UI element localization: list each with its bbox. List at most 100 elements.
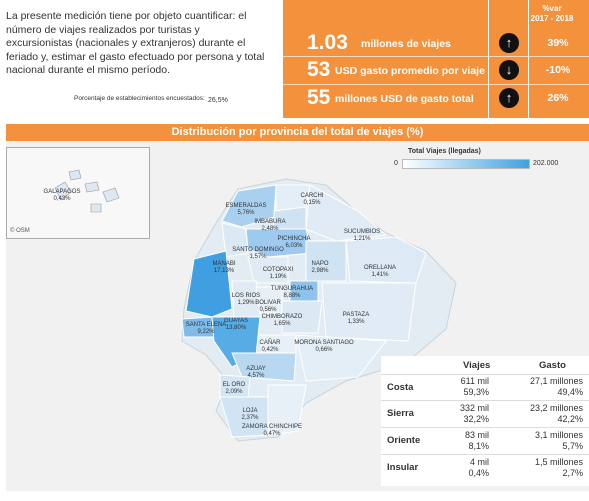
- galapagos-island: [102, 187, 120, 203]
- table-divider: [381, 454, 589, 455]
- province-label-orellana: ORELLANA 1,41%: [363, 265, 397, 278]
- osm-credit: © OSM: [10, 228, 30, 234]
- province-esmeraldas: [221, 184, 277, 228]
- region-name: Costa: [387, 382, 414, 393]
- kpi-avg-spend-value: 53: [307, 58, 331, 81]
- var-header: %var 2017 - 2018: [515, 4, 589, 24]
- province-label-santa-elena: SANTA ELENA 9,22%: [185, 322, 227, 335]
- kpi-row-avg-spend: 53 USD gasto promedio por viaje ↓ -10%: [283, 57, 589, 83]
- province-manabi: [185, 250, 233, 318]
- province-pastaza: [321, 282, 417, 342]
- province-label-el-oro: EL ORO 2,09%: [222, 382, 246, 395]
- galapagos-island: [84, 181, 100, 193]
- galapagos-name: GALAPAGOS: [43, 189, 81, 195]
- galapagos-map: [54, 169, 120, 213]
- sample-label: Porcentaje de establecimientos encuestad…: [74, 95, 205, 102]
- galapagos-island: [68, 169, 82, 181]
- sample-value: 26,5%: [208, 97, 228, 104]
- province-azuay: [231, 352, 297, 382]
- province-santo-domingo: [221, 222, 249, 258]
- kpi-trips-value: 1.03: [307, 31, 348, 54]
- kpi-trips-pct: 39%: [547, 37, 569, 49]
- province-zamora-chinchipe: [267, 384, 307, 436]
- region-gasto: 1,5 millones: [534, 457, 583, 467]
- table-divider: [381, 374, 589, 375]
- province-label-napo: NAPO 2,98%: [311, 261, 329, 274]
- legend-max: 202.000: [533, 160, 559, 167]
- table-divider: [381, 400, 589, 401]
- region-name: Insular: [387, 462, 419, 473]
- region-name: Oriente: [387, 435, 421, 446]
- map-title: Distribución por provincia del total de …: [6, 124, 589, 141]
- galapagos-inset[interactable]: [6, 147, 150, 239]
- province-label-tungurahua: TUNGURAHUA 8,88%: [270, 286, 314, 299]
- kpi-total-spend-pct: 26%: [547, 92, 569, 104]
- region-name: Sierra: [387, 408, 414, 419]
- galapagos-island: [54, 181, 72, 201]
- regions-table: Viajes Gasto Costa 611 mil 59,3% 27,1 mi…: [381, 356, 589, 486]
- region-gasto-pct: 5,7%: [562, 441, 583, 451]
- region-viajes-pct: 59,3%: [463, 387, 489, 397]
- province-label-pichincha: PICHINCHA 6,03%: [277, 236, 311, 249]
- intro-description: La presente medición tiene por objeto cu…: [6, 10, 265, 76]
- kpi-avg-spend-pct: -10%: [545, 64, 571, 76]
- var-header-years: 2017 - 2018: [530, 14, 574, 23]
- kpi-trips-label: millones de viajes: [361, 38, 451, 50]
- province-label-cotopaxi: COTOPAXI 1,19%: [262, 267, 294, 280]
- region-viajes: 83 mil: [464, 430, 489, 440]
- province-sucumbios: [305, 184, 388, 242]
- region-gasto: 27,1 millones: [529, 376, 583, 386]
- galapagos-label: GALAPAGOS 0,43%: [44, 189, 81, 203]
- province-label-imbabura: IMBABURA 2,48%: [254, 219, 286, 232]
- province-label-esmeraldas: ESMERALDAS 5,76%: [225, 203, 267, 216]
- province-label-manabi: MANABI 17,13%: [212, 261, 236, 274]
- province-label-los-rios-pct: 1,29%: [237, 300, 255, 306]
- legend-min: 0: [394, 160, 398, 167]
- region-viajes-pct: 32,2%: [463, 414, 489, 424]
- province-map[interactable]: [6, 141, 589, 491]
- kpi-total-spend-value: 55: [307, 86, 331, 109]
- province-label-bolivar: BOLIVAR 0,56%: [255, 300, 281, 313]
- province-label-los-rios: LOS RIOS: [231, 293, 261, 299]
- kpi-divider: [528, 0, 529, 118]
- var-header-title: %var: [542, 4, 562, 13]
- province-label-carchi: CARCHI 0,15%: [300, 193, 324, 206]
- province-label-loja: LOJA 2,37%: [241, 408, 259, 421]
- province-label-zamora-chinchipe: ZAMORA CHINCHIPE 0,47%: [241, 424, 303, 437]
- kpi-panel: %var 2017 - 2018 1.03 millones de viajes…: [283, 0, 589, 118]
- legend-gradient-bar: [402, 159, 530, 169]
- province-label-pastaza: PASTAZA 1,33%: [342, 312, 370, 325]
- province-napo: [305, 240, 347, 282]
- kpi-avg-spend-label: USD gasto promedio por viaje: [335, 65, 485, 77]
- region-gasto: 3,1 millones: [534, 430, 583, 440]
- legend-title: Total Viajes (llegadas): [408, 148, 481, 155]
- province-cotopaxi: [247, 256, 289, 284]
- province-label-chimborazo: CHIMBORAZO 1,65%: [261, 314, 303, 327]
- province-chimborazo: [281, 300, 323, 334]
- kpi-total-spend-label: millones USD de gasto total: [335, 93, 474, 105]
- arrow-down-icon: ↓: [499, 60, 519, 80]
- province-label-sucumbios: SUCUMBIOS 1,21%: [343, 229, 381, 242]
- arrow-up-icon: ↑: [499, 88, 519, 108]
- province-label-azuay: AZUAY 4,57%: [246, 366, 266, 379]
- kpi-divider: [488, 0, 489, 118]
- province-morona-santiago: [295, 334, 387, 382]
- region-viajes: 611 mil: [460, 376, 489, 386]
- galapagos-pct: 0,43%: [53, 196, 71, 202]
- province-label-santo-domingo: SANTO DOMINGO 1,57%: [232, 247, 284, 260]
- region-viajes: 4 mil: [469, 457, 489, 467]
- province-label-morona-santiago: MORONA SANTIAGO 0,66%: [294, 340, 354, 353]
- kpi-row-divider: [283, 84, 589, 85]
- col-header-gasto: Gasto: [539, 360, 566, 371]
- galapagos-island: [90, 203, 102, 213]
- kpi-row-divider: [283, 56, 589, 57]
- province-label-guayas: GUAYAS 13,80%: [223, 318, 249, 331]
- table-divider: [381, 427, 589, 428]
- province-orellana: [345, 236, 427, 284]
- region-gasto-pct: 2,7%: [562, 468, 583, 478]
- region-gasto-pct: 42,2%: [557, 414, 583, 424]
- region-gasto: 23,2 millones: [529, 403, 583, 413]
- arrow-up-icon: ↑: [499, 33, 519, 53]
- region-viajes-pct: 8,1%: [468, 441, 489, 451]
- kpi-row-total-spend: 55 millones USD de gasto total ↑ 26%: [283, 85, 589, 111]
